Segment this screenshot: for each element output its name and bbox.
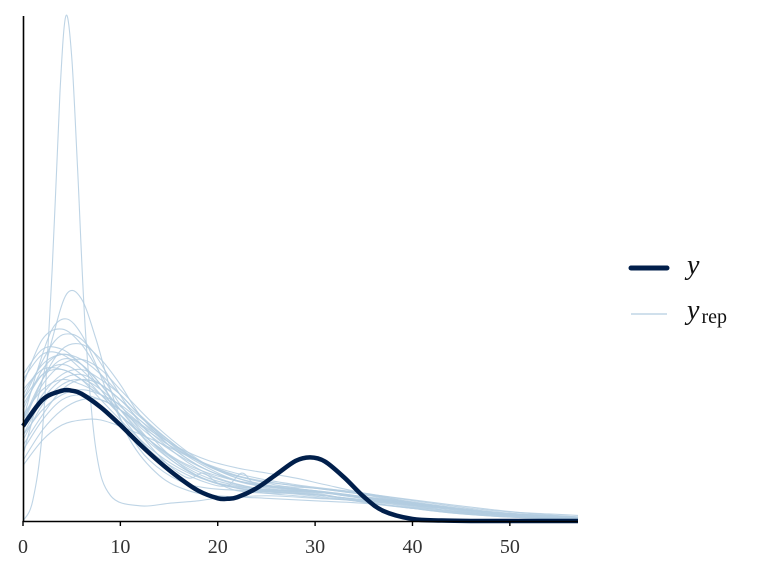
x-tick-label: 10: [110, 536, 130, 558]
legend-yrep-symbol: y: [684, 295, 700, 326]
x-tick-label: 30: [305, 536, 325, 558]
plot-area: [21, 14, 579, 524]
x-tick-label: 40: [402, 536, 422, 558]
x-tick-label: 0: [18, 536, 28, 558]
yrep-draw-line: [22, 318, 579, 520]
legend: y y rep: [628, 250, 727, 328]
yrep-series-group: [22, 14, 579, 522]
legend-y-label: y: [684, 250, 700, 281]
yrep-draw-line: [22, 368, 579, 519]
x-axis-ticks: 0 10 20 30 40 50: [18, 521, 520, 558]
y-density-line: [21, 387, 578, 524]
legend-yrep-label: y rep: [684, 295, 727, 328]
yrep-draw-line: [22, 378, 579, 516]
yrep-draw-line: [22, 418, 579, 518]
yrep-draw-line: [22, 14, 579, 522]
legend-yrep-subscript: rep: [701, 306, 727, 328]
y-series-group: [21, 387, 578, 524]
x-tick-label: 20: [208, 536, 228, 558]
x-tick-label: 50: [500, 536, 520, 558]
